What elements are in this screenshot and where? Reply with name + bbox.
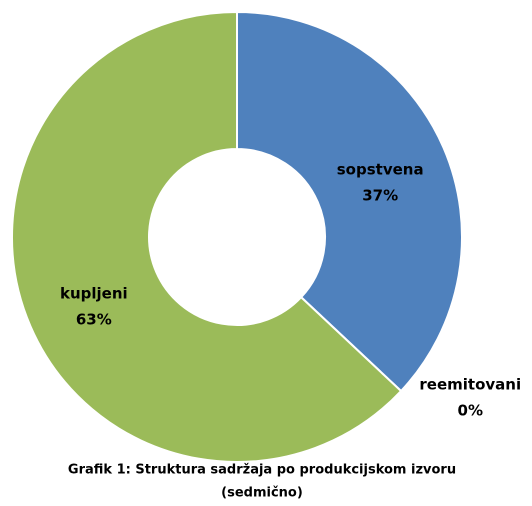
slice-value-label: 0% — [458, 401, 483, 419]
slice-value-label: 37% — [362, 187, 398, 205]
donut-slice — [236, 10, 463, 393]
slice-label: sopstvena — [337, 161, 424, 179]
slice-label: kupljeni — [60, 284, 128, 302]
slice-value-label: 63% — [76, 310, 112, 328]
chart-subtitle: (sedmično) — [221, 486, 303, 501]
slice-label: reemitovani — [419, 375, 521, 393]
chart-title: Grafik 1: Struktura sadržaja po produkci… — [68, 463, 456, 478]
donut-slice — [11, 10, 403, 463]
